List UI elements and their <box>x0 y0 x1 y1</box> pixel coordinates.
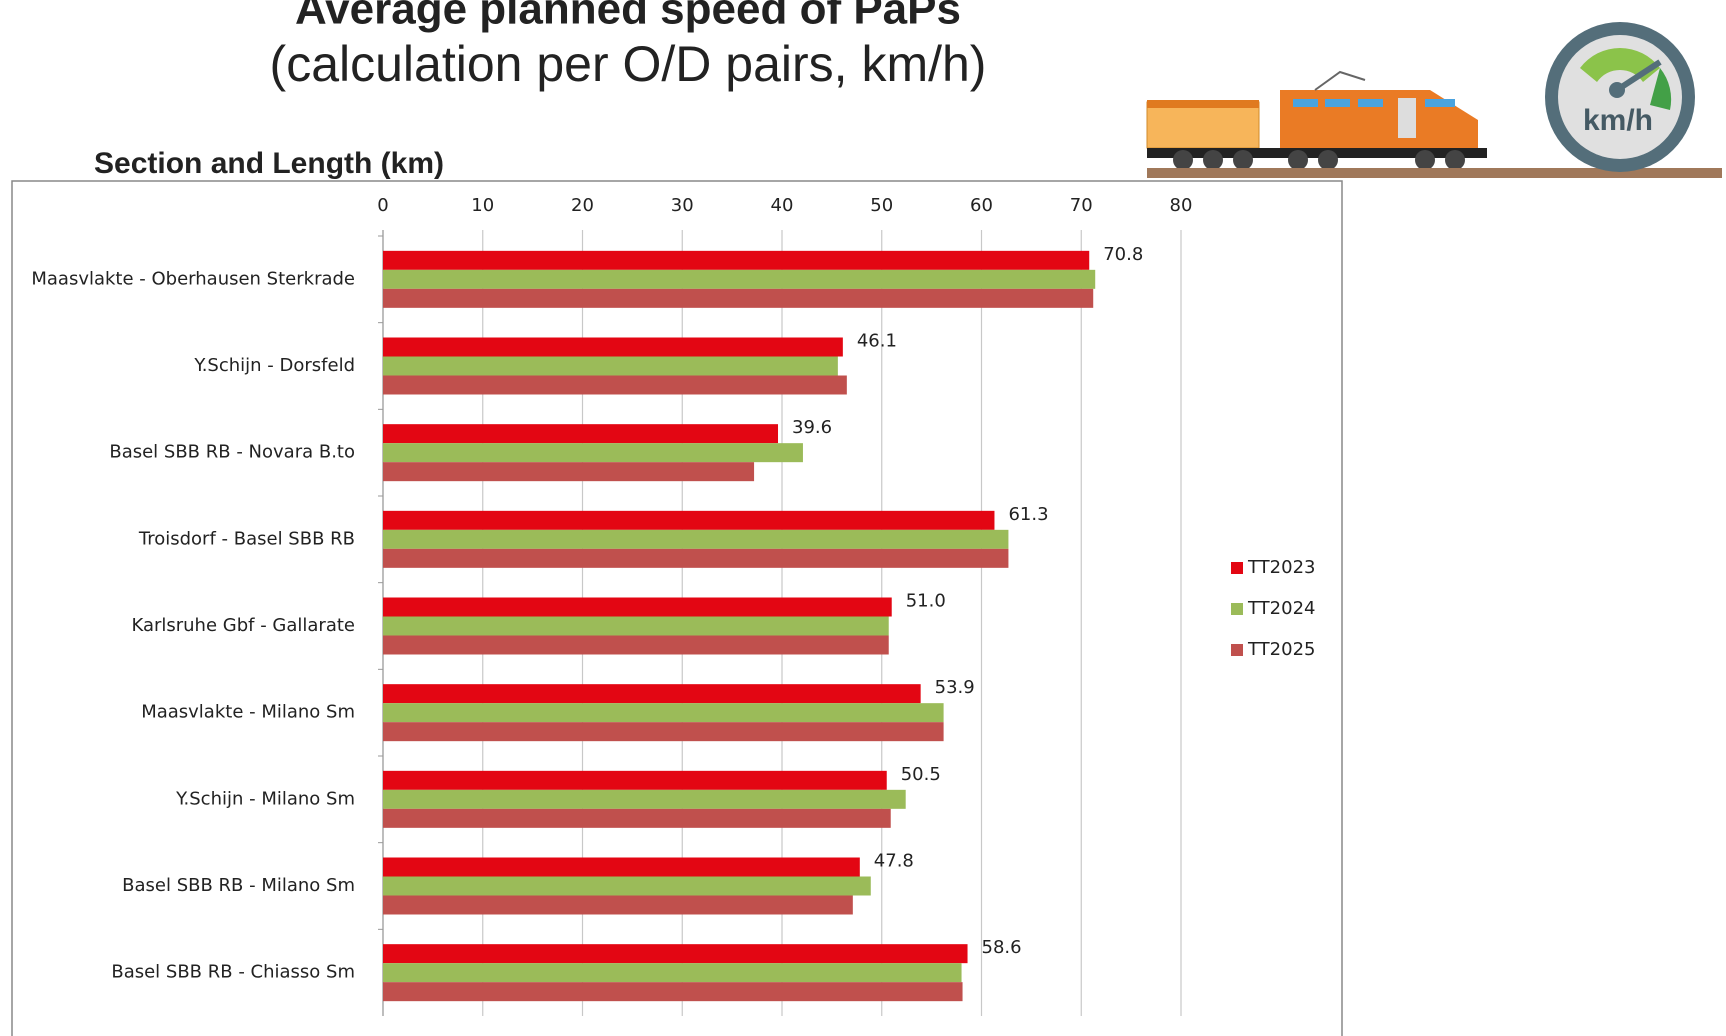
bar <box>383 549 1008 568</box>
bar <box>383 809 891 828</box>
bar <box>383 877 871 896</box>
gauge-label: km/h <box>1583 104 1653 137</box>
bar <box>383 443 803 462</box>
bar <box>383 636 889 655</box>
bar <box>383 462 754 481</box>
x-tick-label: 50 <box>870 195 893 216</box>
bar <box>383 771 887 790</box>
y-tick-label: Troisdorf - Basel SBB RB <box>138 528 355 549</box>
value-label: 53.9 <box>935 677 975 698</box>
bar <box>383 289 1093 308</box>
chart: Average planned speed of PaPs (calculati… <box>0 0 1726 1036</box>
value-label: 50.5 <box>901 764 941 785</box>
value-label: 70.8 <box>1103 244 1143 265</box>
chart-subtitle: (calculation per O/D pairs, km/h) <box>270 36 987 92</box>
x-tick-label: 30 <box>671 195 694 216</box>
x-tick-label: 10 <box>471 195 494 216</box>
bar <box>383 376 847 395</box>
value-label: 51.0 <box>906 591 946 612</box>
x-tick-label: 0 <box>377 195 388 216</box>
y-tick-label: Maasvlakte - Milano Sm <box>141 702 355 723</box>
value-label: 58.6 <box>982 937 1022 958</box>
legend-label: TT2023 <box>1247 557 1315 578</box>
legend-label: TT2024 <box>1247 598 1315 619</box>
legend-label: TT2025 <box>1247 639 1315 660</box>
bar <box>383 530 1008 549</box>
value-label: 47.8 <box>874 851 914 872</box>
bar <box>383 338 843 357</box>
bar <box>383 598 892 617</box>
gauge-illustration: km/h <box>1545 22 1695 172</box>
x-tick-label: 60 <box>970 195 993 216</box>
x-tick-label: 70 <box>1070 195 1093 216</box>
y-tick-label: Karlsruhe Gbf - Gallarate <box>131 615 355 636</box>
y-tick-label: Basel SBB RB - Novara B.to <box>109 442 355 463</box>
bar <box>383 858 860 877</box>
bar <box>383 944 968 963</box>
chart-title: Average planned speed of PaPs <box>295 0 961 34</box>
bar <box>383 722 944 741</box>
x-tick-label: 80 <box>1170 195 1193 216</box>
bar <box>383 982 963 1001</box>
x-tick-label: 20 <box>571 195 594 216</box>
y-tick-label: Y.Schijn - Dorsfeld <box>193 355 355 376</box>
y-tick-label: Basel SBB RB - Chiasso Sm <box>111 962 355 983</box>
legend-swatch <box>1231 603 1243 615</box>
value-label: 61.3 <box>1008 504 1048 525</box>
legend-swatch <box>1231 644 1243 656</box>
bar <box>383 251 1089 270</box>
value-label: 46.1 <box>857 331 897 352</box>
y-tick-label: Basel SBB RB - Milano Sm <box>122 875 355 896</box>
bar <box>383 617 889 636</box>
x-tick-label: 40 <box>771 195 794 216</box>
y-tick-label: Y.Schijn - Milano Sm <box>175 788 355 809</box>
legend-swatch <box>1231 562 1243 574</box>
page: Average planned speed of PaPs (calculati… <box>0 0 1726 1036</box>
bar <box>383 963 962 982</box>
bar <box>383 896 853 915</box>
bar <box>383 790 906 809</box>
y-tick-label: Maasvlakte - Oberhausen Sterkrade <box>31 268 355 289</box>
value-label: 39.6 <box>792 417 832 438</box>
bar <box>383 270 1095 289</box>
bar <box>383 511 994 530</box>
bar <box>383 357 838 376</box>
bar <box>383 703 944 722</box>
axis-title: Section and Length (km) <box>94 147 444 180</box>
bar <box>383 424 778 443</box>
bar <box>383 684 921 703</box>
